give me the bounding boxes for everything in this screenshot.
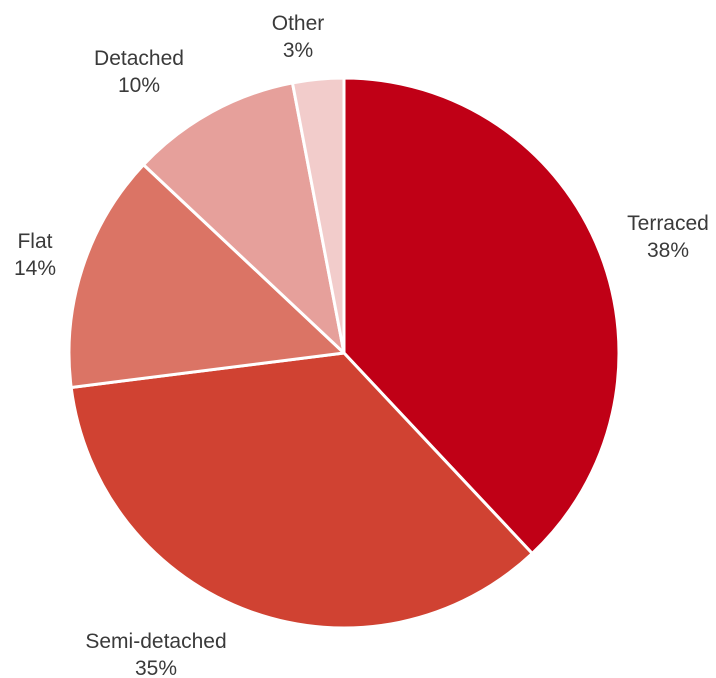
- slice-label-terraced: Terraced: [627, 212, 709, 235]
- slice-label-semi-detached: Semi-detached: [85, 630, 226, 653]
- slice-value-label-flat: 14%: [14, 257, 56, 280]
- slice-value-label-other: 3%: [283, 39, 313, 62]
- slice-label-other: Other: [272, 12, 325, 35]
- slice-label-flat: Flat: [17, 230, 52, 253]
- slice-value-label-semi-detached: 35%: [135, 657, 177, 678]
- slice-value-label-terraced: 38%: [647, 239, 689, 262]
- pie-slices: [67, 76, 621, 630]
- pie-labels: Terraced 38% Semi-detached 35% Flat 14% Detach…: [14, 12, 709, 678]
- pie-slice-flat: [67, 163, 346, 389]
- pie-slice-detached: [142, 81, 346, 355]
- slice-label-detached: Detached: [94, 47, 184, 70]
- pie-slice-terraced: [342, 76, 621, 555]
- pie-slice-semi-detached: [69, 351, 534, 630]
- slice-value-label-detached: 10%: [118, 74, 160, 97]
- pie-slice-other: [290, 76, 346, 355]
